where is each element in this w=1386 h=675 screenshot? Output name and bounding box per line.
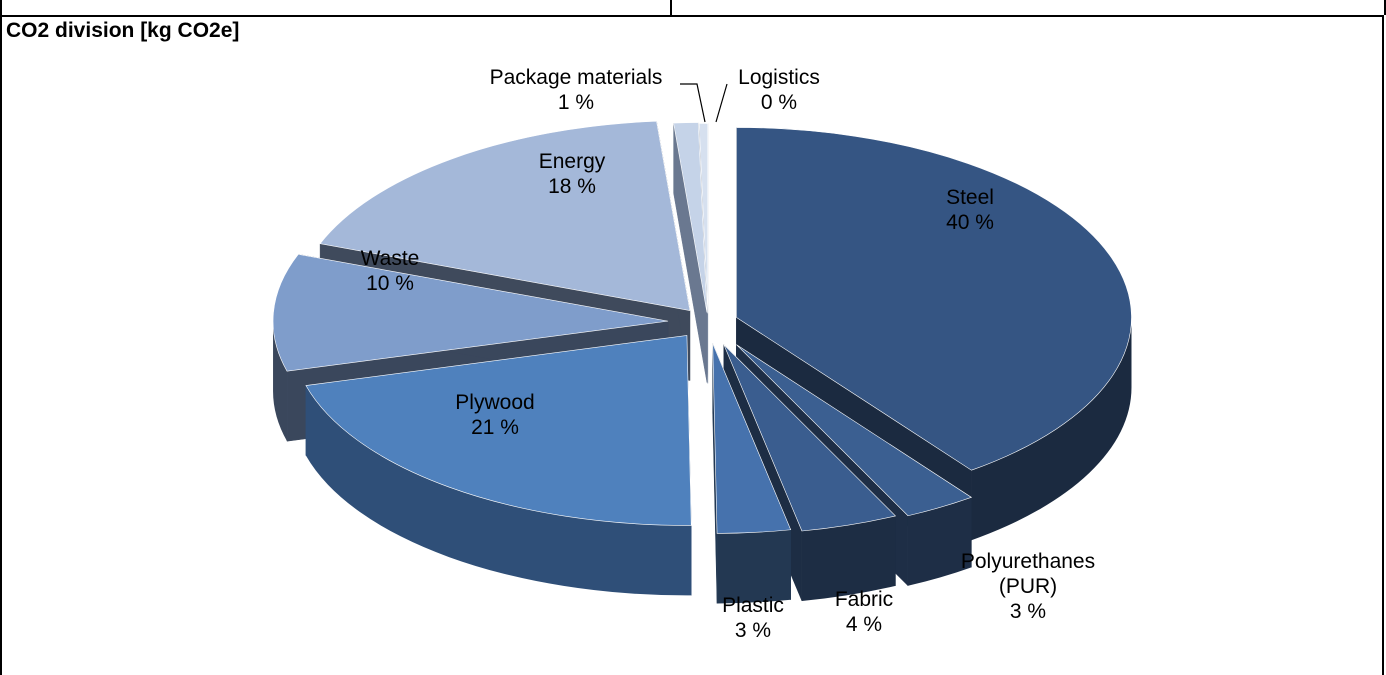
pie-slice-rim-plastic-0 [717,529,791,604]
slice-label-plastic: Plastic 3 % [708,593,798,643]
slice-label-fabric-pct: 4 % [845,613,883,636]
slice-label-energy: Energy 18 % [522,149,622,199]
chart-frame [0,15,1384,675]
table-top-strip [0,0,1386,16]
pie-slice-top-plywood [305,335,692,526]
pie-slice-top-fabric [723,344,897,532]
chart-title: CO2 division [kg CO2e] [6,19,240,42]
pie-slice-top-polyurethanes-pur [736,344,973,517]
pie-slice-rim-polyurethanes-pur-0 [907,497,972,586]
slice-label-polyurethanes-name-2: (PUR) [998,575,1058,598]
leader-line-package-materials [680,83,706,123]
slice-label-logistics-pct: 0 % [760,91,798,114]
pie-slice-top-energy [319,120,691,311]
slice-label-plywood-name: Plywood [455,391,535,414]
pie-slice-top-plastic [712,343,792,534]
leader-line-logistics [715,83,728,123]
slice-label-plywood-pct: 21 % [471,416,519,439]
slice-label-steel: Steel 40 % [925,185,1015,235]
slice-label-polyurethanes-pct: 3 % [1009,600,1047,623]
slice-label-package-materials-pct: 1 % [557,91,595,114]
slice-label-waste: Waste 10 % [345,246,435,296]
pie-slice-top-package-materials [673,122,708,313]
slice-label-logistics: Logistics 0 % [720,65,838,115]
pie-slice-package-materials [673,122,708,383]
pie-slice-top-steel [736,127,1132,471]
slice-label-fabric-name: Fabric [834,588,894,611]
slice-label-package-materials: Package materials 1 % [466,65,686,115]
slice-label-steel-pct: 40 % [946,211,994,234]
slice-label-plywood: Plywood 21 % [440,390,550,440]
pie-slice-top-logistics [698,123,709,314]
slice-label-waste-name: Waste [360,247,420,270]
slice-label-logistics-name: Logistics [738,66,820,89]
slice-label-polyurethanes: Polyurethanes (PUR) 3 % [948,549,1108,624]
pie-slice-rim-fabric-0 [801,515,896,602]
slice-label-polyurethanes-name-1: Polyurethanes [960,550,1096,573]
slice-label-energy-pct: 18 % [548,175,596,198]
table-cell-left [0,0,672,15]
slice-label-waste-pct: 10 % [366,272,414,295]
leader-lines [680,83,728,123]
table-cell-right [672,0,1386,15]
slice-label-plastic-pct: 3 % [734,619,772,642]
pie-slice-plywood [305,335,692,596]
slice-label-energy-name: Energy [538,150,606,173]
slice-label-fabric: Fabric 4 % [824,587,904,637]
pie-slice-rim-waste-0 [273,321,288,442]
slice-label-steel-name: Steel [946,186,994,209]
slice-label-plastic-name: Plastic [722,594,784,617]
slice-label-package-materials-name: Package materials [489,66,663,89]
pie-slice-rim-plywood-0 [305,385,692,596]
pie-slice-plastic [712,343,792,604]
pie-slice-top-waste [272,253,669,372]
pie-slice-rim-steel-0 [971,317,1132,541]
